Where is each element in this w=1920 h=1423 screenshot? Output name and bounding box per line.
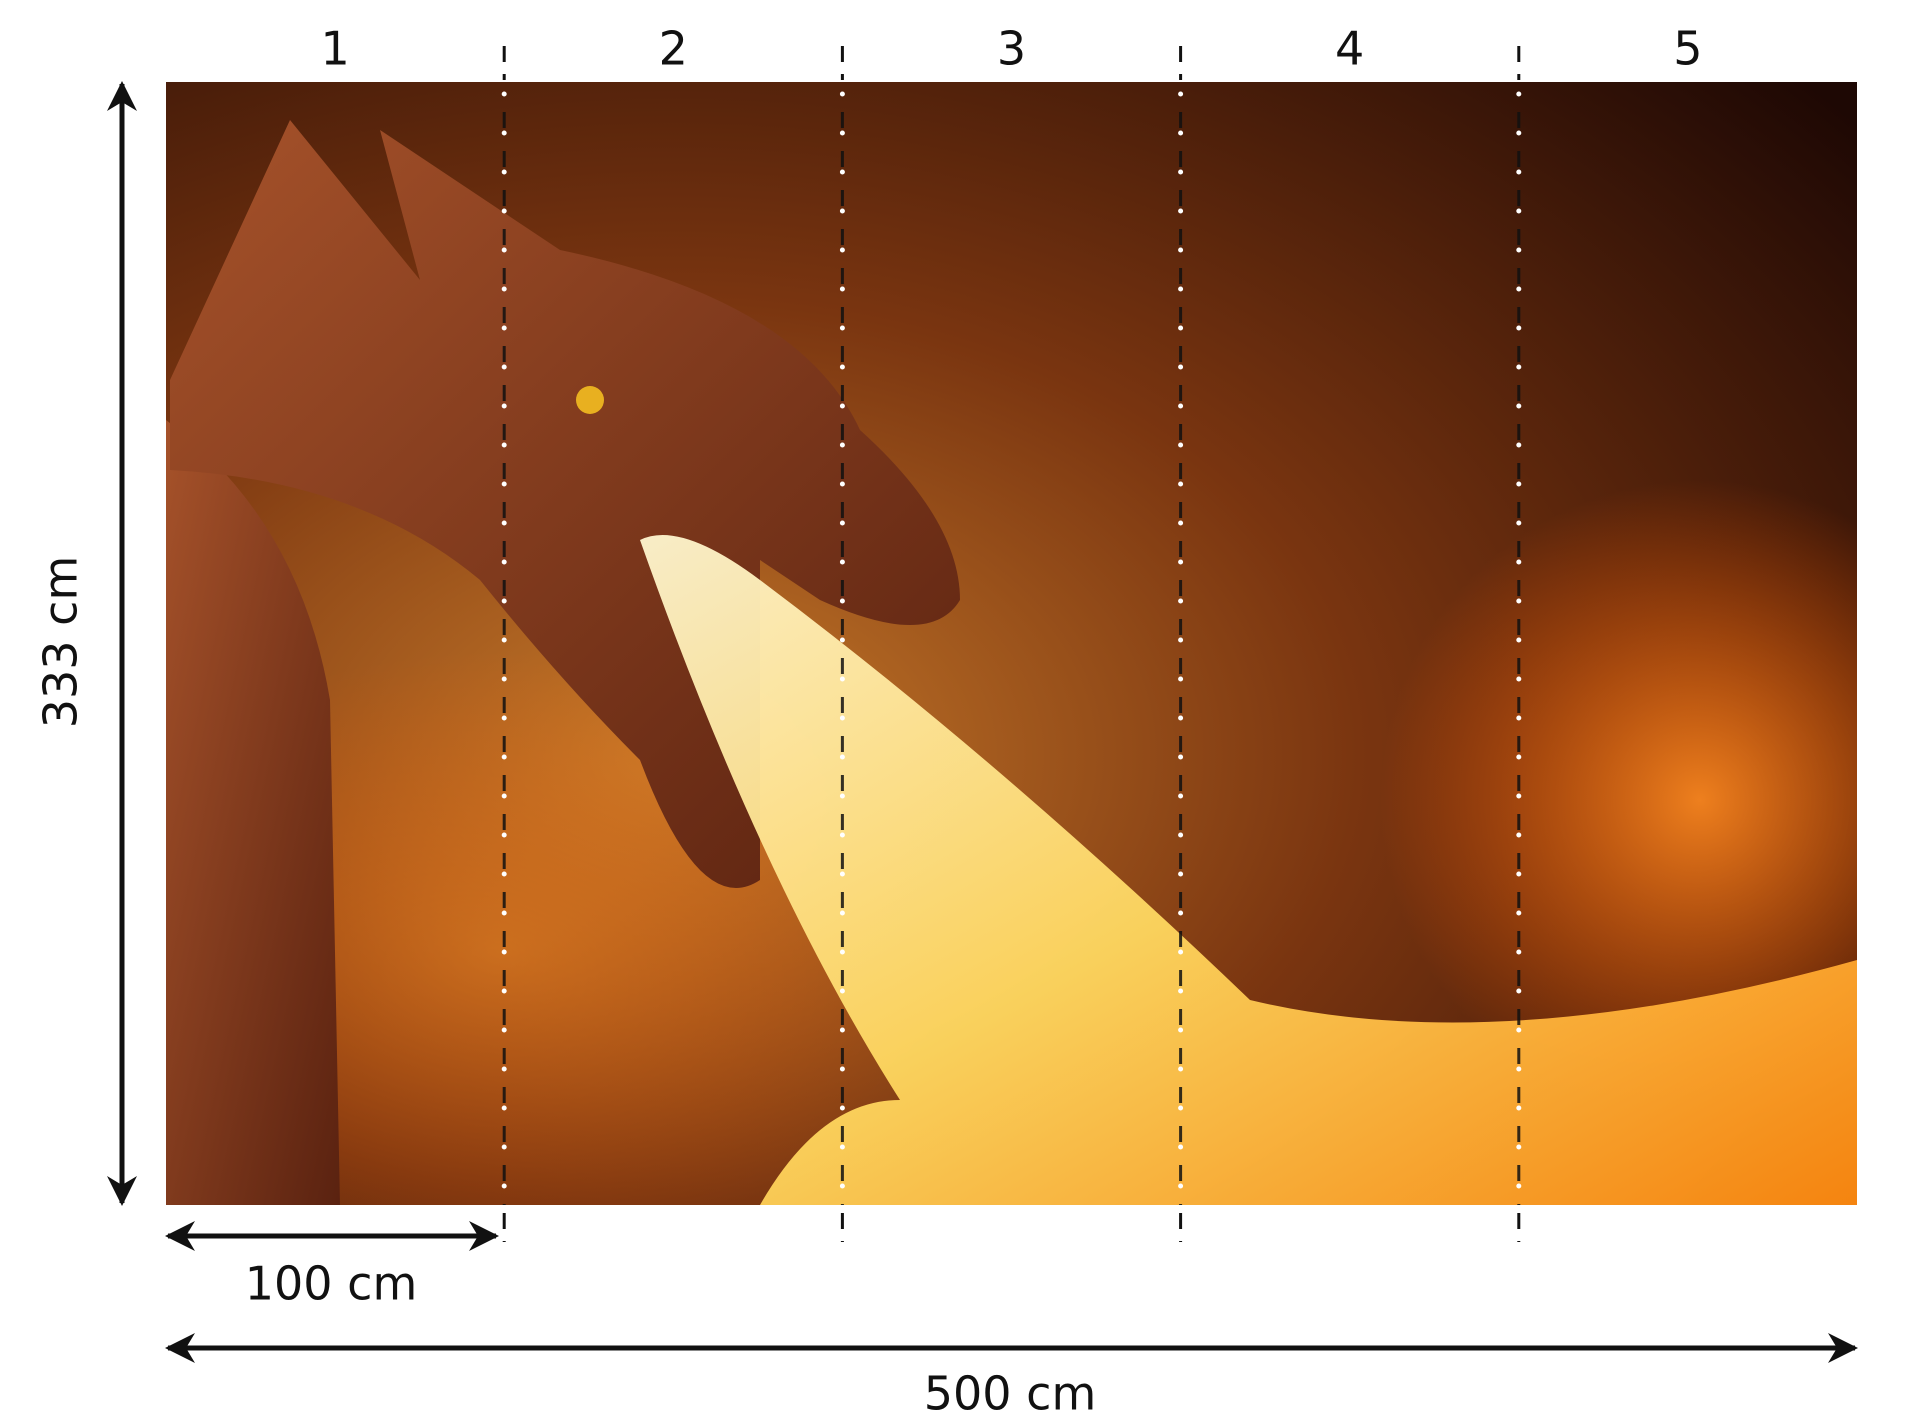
panel-number: 4 — [1335, 22, 1364, 76]
panel-number: 3 — [997, 22, 1026, 76]
total-width-label: 500 cm — [924, 1367, 1097, 1420]
panel-number: 2 — [659, 22, 688, 76]
panel-number: 1 — [320, 22, 349, 76]
panel-number: 5 — [1673, 22, 1702, 76]
height-label: 333 cm — [34, 556, 88, 729]
panel-dividers — [501, 46, 1522, 1242]
panel-width-label: 100 cm — [245, 1257, 418, 1311]
mural-image — [166, 82, 1857, 1205]
